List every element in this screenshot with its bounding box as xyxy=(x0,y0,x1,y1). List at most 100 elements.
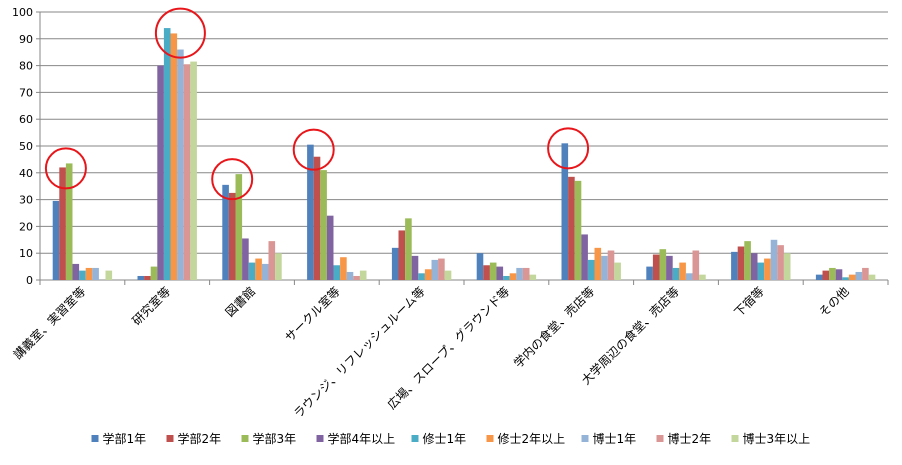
x-tick-label: 学内の食堂、売店等 xyxy=(510,284,597,371)
y-tick-label: 30 xyxy=(19,194,33,207)
bar xyxy=(320,170,327,280)
y-tick-label: 40 xyxy=(19,167,33,180)
legend-item: 学部3年 xyxy=(241,431,297,446)
bar xyxy=(444,270,452,280)
bar xyxy=(85,267,93,280)
bar xyxy=(431,259,439,280)
legend: 学部1年 学部2年 学部3年 学部4年以上 修士1年 修士2年以上 博士1年 博士2年 博士3年… xyxy=(91,431,811,446)
y-tick-label: 60 xyxy=(19,113,33,126)
bar xyxy=(261,263,269,280)
bar xyxy=(652,254,660,280)
bar xyxy=(72,263,80,280)
bar xyxy=(313,156,321,280)
legend-label: 学部4年以上 xyxy=(328,431,396,446)
bar xyxy=(750,253,758,280)
bar xyxy=(529,274,537,280)
bar xyxy=(483,265,490,280)
bar xyxy=(268,241,276,280)
bar xyxy=(105,270,113,280)
bar xyxy=(222,184,229,280)
bar xyxy=(783,253,791,280)
bar xyxy=(666,255,673,280)
x-tick-label: 研究室等 xyxy=(129,284,174,329)
bar xyxy=(815,274,823,280)
bar xyxy=(157,65,164,280)
legend-swatch xyxy=(486,435,494,442)
bar xyxy=(594,247,602,280)
legend-swatch xyxy=(91,435,99,442)
x-axis: 講義室、実習室等 研究室等 図書館 サークル室等ラウンジ、リフレッシュルーム等広場、ス… xyxy=(10,279,889,421)
bar xyxy=(574,180,582,280)
bar xyxy=(333,265,341,280)
bar xyxy=(842,277,849,280)
bar xyxy=(522,267,530,280)
bar xyxy=(503,275,510,280)
bars xyxy=(52,28,876,280)
bar xyxy=(52,200,60,280)
bar xyxy=(496,266,504,280)
bar xyxy=(255,258,262,280)
legend-label: 修士1年 xyxy=(423,431,467,446)
bar xyxy=(476,253,484,280)
bar xyxy=(581,234,588,280)
bar xyxy=(326,215,334,280)
y-tick-label: 20 xyxy=(19,220,33,233)
x-tick-label: 講義室、実習室等 xyxy=(10,284,88,362)
bar xyxy=(757,262,765,280)
bar xyxy=(79,270,86,280)
bar xyxy=(183,64,191,280)
legend-label: 博士3年以上 xyxy=(743,431,811,446)
legend-item: 学部4年以上 xyxy=(316,431,396,446)
y-tick-label: 90 xyxy=(19,33,33,46)
legend-label: 博士2年 xyxy=(668,431,712,446)
bar xyxy=(398,230,406,280)
x-tick-label: サークル室等 xyxy=(282,284,343,345)
bar xyxy=(248,262,256,280)
bar xyxy=(516,267,523,280)
bar xyxy=(646,266,653,280)
bar xyxy=(614,262,621,280)
x-tick-label: その他 xyxy=(816,284,851,319)
y-tick-label: 10 xyxy=(19,247,33,260)
x-tick-label: 大学周辺の食堂、売店等 xyxy=(578,284,682,388)
bar xyxy=(601,255,608,280)
bar xyxy=(777,245,784,280)
bar xyxy=(359,270,367,280)
bar xyxy=(163,28,171,280)
highlight-circle xyxy=(44,147,87,190)
bar xyxy=(405,218,412,280)
bar xyxy=(685,273,693,280)
bar xyxy=(340,257,347,280)
bar xyxy=(770,239,778,280)
bar xyxy=(587,259,595,280)
legend-item: 博士1年 xyxy=(581,431,636,446)
bar xyxy=(862,267,869,280)
bar xyxy=(418,273,425,280)
bar xyxy=(150,266,158,280)
bar xyxy=(509,273,517,280)
x-tick-label: 下宿等 xyxy=(731,284,767,320)
bar xyxy=(65,163,73,280)
bar xyxy=(353,275,360,280)
y-tick-label: 50 xyxy=(19,140,33,153)
bar xyxy=(868,274,876,280)
legend-swatch xyxy=(581,435,589,442)
bar xyxy=(137,275,145,280)
bar xyxy=(829,267,836,280)
bar xyxy=(92,267,99,280)
legend-label: 学部3年 xyxy=(253,431,297,446)
legend-swatch xyxy=(656,435,664,442)
bar xyxy=(59,167,66,280)
bar xyxy=(561,143,569,280)
legend-swatch xyxy=(241,435,249,442)
bar xyxy=(228,192,236,280)
legend-label: 修士2年以上 xyxy=(498,431,566,446)
y-tick-label: 100 xyxy=(12,6,33,19)
bar xyxy=(346,271,354,280)
bar xyxy=(411,255,419,280)
legend-swatch xyxy=(731,435,739,442)
bar xyxy=(177,49,184,280)
legend-item: 博士2年 xyxy=(656,431,712,446)
